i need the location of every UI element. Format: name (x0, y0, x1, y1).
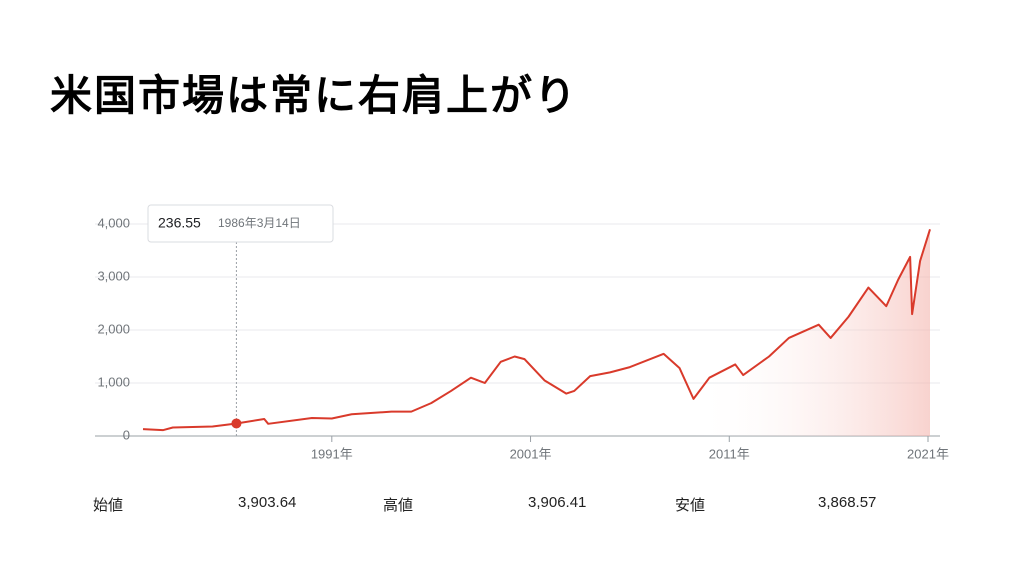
tooltip-box (147, 204, 334, 243)
hover-point (231, 418, 242, 429)
x-tick-label: 2011年 (709, 446, 750, 461)
area-fill (143, 229, 930, 436)
x-tick-label: 2001年 (510, 446, 552, 461)
stat-label: 高値 (383, 497, 414, 514)
y-tick-label: 4,000 (97, 215, 130, 230)
stat-value: 3,868.57 (818, 494, 877, 511)
slide-title: 米国市場は常に右肩上がり (50, 71, 579, 120)
y-tick-label: 2,000 (97, 321, 130, 336)
x-tick-label: 2021年 (907, 446, 949, 461)
line (142, 229, 931, 432)
stat-value: 3,906.41 (528, 494, 587, 511)
y-tick-label: 1,000 (97, 374, 130, 389)
y-tick-label: 3,000 (97, 268, 130, 283)
y-tick-label: 0 (123, 427, 130, 442)
tooltip-date: 1986年3月14日 (218, 216, 301, 230)
stat-value: 3,903.64 (238, 494, 297, 511)
stat-label: 始値 (93, 497, 124, 514)
tooltip-value: 236.55 (158, 215, 201, 231)
x-tick-label: 1991年 (311, 446, 353, 461)
stat-label: 安値 (675, 497, 706, 514)
